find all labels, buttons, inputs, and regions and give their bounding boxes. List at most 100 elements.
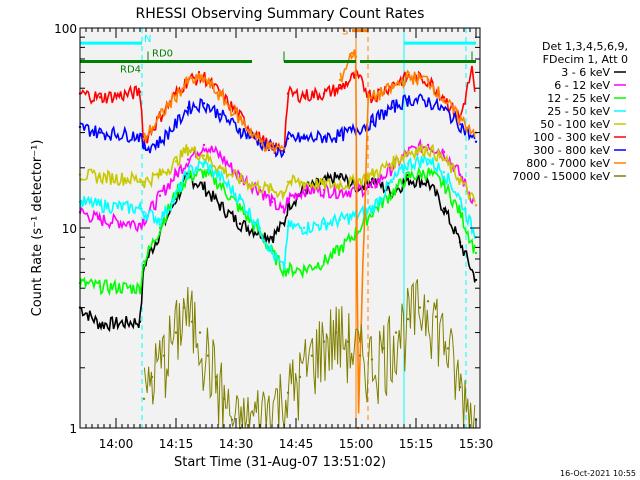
legend-entry-label: 800 - 7000 keV [526, 157, 610, 170]
data-point [138, 178, 142, 181]
data-point [426, 147, 430, 150]
data-point [286, 92, 290, 95]
data-point [230, 418, 234, 421]
data-point [426, 143, 430, 147]
data-point [350, 51, 354, 55]
data-point [446, 347, 450, 350]
data-point [98, 323, 102, 326]
data-point [186, 158, 190, 161]
data-point [302, 268, 306, 271]
data-point [174, 194, 178, 197]
data-point [286, 225, 290, 228]
series-line-segment [143, 279, 476, 429]
data-point [406, 178, 410, 181]
legend-entry-label: 3 - 6 keV [561, 66, 610, 79]
data-point [406, 150, 410, 154]
data-point [202, 77, 206, 80]
data-point [442, 96, 446, 99]
chart-title: RHESSI Observing Summary Count Rates [136, 6, 425, 22]
data-point [214, 375, 218, 379]
data-point [186, 106, 190, 109]
data-point [334, 331, 338, 334]
data-point [218, 175, 222, 179]
x-axis-label: Start Time (31-Aug-07 13:51:02) [174, 455, 386, 470]
data-point [338, 134, 342, 137]
data-point [286, 391, 290, 394]
data-point [470, 68, 474, 71]
data-point [394, 331, 398, 334]
data-point [158, 140, 162, 143]
data-point [358, 354, 362, 357]
data-point [158, 226, 162, 230]
data-point [322, 260, 326, 263]
data-point [118, 94, 122, 97]
data-point [390, 180, 394, 184]
data-point [322, 340, 326, 343]
data-point [442, 183, 446, 186]
data-point [238, 222, 242, 225]
data-point [406, 98, 410, 101]
night-flag-label: N [144, 34, 151, 45]
series-line-segment [79, 138, 476, 233]
data-point [190, 320, 194, 323]
data-point [158, 173, 162, 176]
data-point [426, 78, 430, 82]
data-point [370, 207, 374, 210]
legend-entry-label: 6 - 12 keV [554, 79, 610, 92]
data-point [270, 251, 274, 255]
data-point [474, 278, 478, 282]
data-point [390, 162, 394, 165]
data-point [338, 190, 342, 193]
data-point [258, 226, 262, 230]
data-point [406, 317, 410, 321]
data-point [426, 300, 430, 303]
data-point [98, 285, 102, 288]
data-point [218, 204, 222, 207]
x-tick-label: 15:00 [339, 437, 374, 451]
data-point [218, 113, 222, 116]
data-point [338, 248, 342, 251]
data-point [238, 117, 242, 121]
data-point [338, 218, 342, 221]
data-point [442, 150, 446, 154]
data-point [286, 137, 290, 140]
series-25-50-kev [78, 153, 478, 271]
legend-header: Det 1,3,4,5,6,9, [542, 40, 628, 53]
data-point [150, 375, 154, 379]
data-point [442, 171, 446, 174]
data-point [218, 166, 222, 169]
data-point [258, 185, 262, 189]
data-point [174, 160, 178, 163]
data-point [346, 340, 350, 343]
data-point [186, 147, 190, 150]
y-tick-label: 10 [62, 222, 77, 236]
data-point [338, 78, 342, 82]
rd4-flag-label: RD4 [120, 64, 141, 75]
saa-flag-label: S [342, 27, 348, 38]
data-point [370, 120, 374, 123]
data-point [322, 92, 326, 95]
rd0-flag-label: RD0 [152, 48, 173, 59]
data-point [98, 218, 102, 221]
data-point [98, 131, 102, 134]
legend-entry-label: 7000 - 15000 keV [512, 170, 610, 183]
x-tick-label: 15:30 [459, 437, 494, 451]
data-point [286, 197, 290, 200]
data-point [286, 204, 290, 207]
data-point [98, 204, 102, 207]
data-point [142, 180, 146, 184]
legend-entry-label: 100 - 300 keV [533, 131, 610, 144]
data-point [138, 287, 142, 290]
data-point [258, 140, 262, 143]
data-point [186, 80, 190, 83]
data-point [302, 181, 306, 185]
legend-entry-label: 50 - 100 keV [540, 118, 610, 131]
data-point [202, 143, 206, 147]
data-point [174, 173, 178, 176]
data-point [366, 98, 370, 101]
data-point [270, 235, 274, 239]
data-point [458, 117, 462, 121]
data-point [302, 94, 306, 97]
